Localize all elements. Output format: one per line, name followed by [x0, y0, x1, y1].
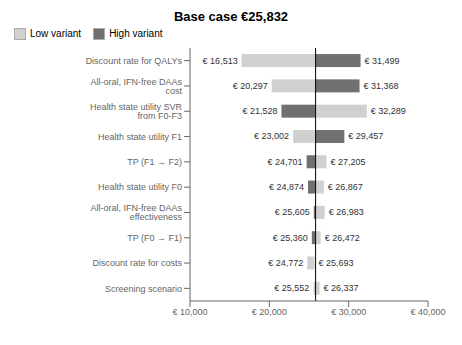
svg-text:Discount rate for costs: Discount rate for costs [92, 258, 182, 268]
svg-text:€ 25,360: € 25,360 [273, 233, 308, 243]
svg-text:TP (F1 → F2): TP (F1 → F2) [127, 157, 182, 167]
svg-text:Discount rate for QALYs: Discount rate for QALYs [86, 56, 183, 66]
svg-text:Screening scenario: Screening scenario [105, 284, 182, 294]
svg-text:€ 16,513: € 16,513 [203, 56, 238, 66]
svg-text:€ 24,701: € 24,701 [268, 157, 303, 167]
svg-text:€ 10,000: € 10,000 [172, 307, 207, 317]
svg-text:Health state utility SVRfrom F: Health state utility SVRfrom F0-F3 [90, 102, 183, 121]
html-text:Base case €25,832: Base case €25,832 [173, 9, 289, 24]
svg-text:€ 25,693: € 25,693 [318, 258, 353, 268]
svg-text:€ 26,337: € 26,337 [324, 283, 359, 293]
svg-text:€ 26,472: € 26,472 [325, 233, 360, 243]
svg-text:€ 30,000: € 30,000 [331, 307, 366, 317]
svg-text:€ 40,000: € 40,000 [410, 307, 445, 317]
svg-text:€ 27,205: € 27,205 [330, 157, 365, 167]
svg-text:€ 23,002: € 23,002 [254, 131, 289, 141]
svg-text:€ 32,289: € 32,289 [371, 106, 406, 116]
svg-text:€ 20,297: € 20,297 [233, 81, 268, 91]
svg-text:€ 25,552: € 25,552 [274, 283, 309, 293]
svg-text:€ 26,983: € 26,983 [329, 207, 364, 217]
svg-text:All-oral, IFN-free DAAscost: All-oral, IFN-free DAAscost [90, 77, 182, 96]
svg-text:€ 21,528: € 21,528 [242, 106, 277, 116]
svg-text:€ 29,457: € 29,457 [348, 131, 383, 141]
svg-text:Health state utility F0: Health state utility F0 [98, 182, 182, 192]
svg-text:TP (F0 → F1): TP (F0 → F1) [127, 233, 182, 243]
svg-text:€ 25,605: € 25,605 [275, 207, 310, 217]
html-text:Low variant: Low variant [30, 28, 82, 39]
svg-text:€ 24,772: € 24,772 [268, 258, 303, 268]
svg-text:€ 26,867: € 26,867 [328, 182, 363, 192]
svg-text:€ 20,000: € 20,000 [252, 307, 287, 317]
svg-text:€ 31,499: € 31,499 [365, 56, 400, 66]
svg-text:Health state utility F1: Health state utility F1 [98, 132, 182, 142]
html-text:High variant: High variant [109, 28, 163, 39]
svg-text:All-oral, IFN-free DAAseffecti: All-oral, IFN-free DAAseffectiveness [90, 203, 182, 222]
svg-text:€ 24,874: € 24,874 [269, 182, 304, 192]
svg-text:€ 31,368: € 31,368 [364, 81, 399, 91]
